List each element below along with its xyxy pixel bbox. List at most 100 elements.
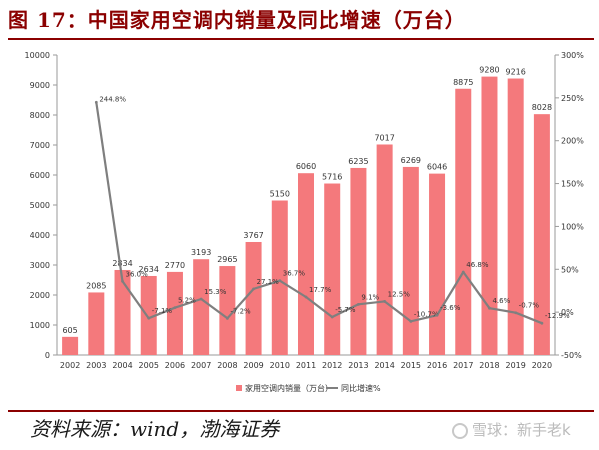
- right-axis-tick-label: -50%: [561, 351, 582, 360]
- growth-point: [304, 295, 308, 299]
- growth-point: [383, 300, 387, 303]
- growth-point: [409, 319, 413, 323]
- bar: [219, 266, 236, 355]
- growth-point: [147, 316, 151, 320]
- x-axis-tick-label: 2018: [479, 361, 499, 370]
- x-axis-tick-label: 2011: [296, 361, 316, 370]
- growth-line: [95, 102, 543, 325]
- left-axis-tick-label: 0: [45, 351, 50, 360]
- growth-value-label: 9.1%: [361, 293, 379, 301]
- legend-label-sales: 家用空调内销量（万台）: [245, 383, 333, 393]
- growth-value-label: 36.0%: [126, 270, 149, 278]
- growth-value-label: -10.7%: [414, 310, 439, 318]
- bar-value-label: 6060: [296, 162, 316, 171]
- x-axis-tick-label: 2017: [453, 361, 473, 370]
- x-axis-tick-label: 2005: [139, 361, 159, 370]
- left-axis-tick-label: 5000: [30, 201, 50, 210]
- figure-title: 图 17：中国家用空调内销量及同比增速（万台）: [8, 8, 466, 32]
- left-axis-tick-label: 4000: [30, 231, 50, 240]
- growth-point: [461, 270, 465, 274]
- growth-point: [514, 311, 518, 315]
- growth-value-label: 36.7%: [283, 270, 306, 278]
- right-axis-tick-label: 0%: [561, 308, 574, 317]
- x-axis-tick-label: 2020: [532, 361, 552, 370]
- x-axis-tick-label: 2014: [374, 361, 394, 370]
- left-axis-tick-label: 1000: [30, 321, 50, 330]
- bar-value-label: 2634: [139, 265, 159, 274]
- growth-value-label: 27.1%: [257, 278, 280, 286]
- right-axis-tick-label: 250%: [561, 94, 584, 103]
- growth-point: [540, 321, 544, 325]
- growth-value-label: -5.7%: [335, 306, 356, 314]
- bar: [271, 200, 288, 355]
- bar: [140, 275, 157, 355]
- watermark-text: 雪球：新手老k: [472, 421, 571, 439]
- source-note: 资料来源：wind，渤海证券: [30, 417, 280, 441]
- left-axis-tick-label: 2000: [30, 291, 50, 300]
- watermark: 雪球：新手老k: [452, 419, 571, 440]
- left-axis-tick-label: 6000: [30, 171, 50, 180]
- growth-value-label: -7.1%: [152, 307, 173, 315]
- x-axis-tick-label: 2016: [427, 361, 447, 370]
- bar-value-label: 9216: [506, 68, 526, 77]
- bar-value-label: 2965: [217, 255, 237, 264]
- growth-point: [225, 316, 229, 320]
- growth-point: [357, 302, 360, 306]
- bar: [402, 166, 419, 355]
- growth-value-label: 12.5%: [388, 290, 411, 298]
- source-divider: [8, 410, 594, 412]
- bar: [88, 292, 105, 355]
- bar: [481, 76, 498, 355]
- x-axis-tick-label: 2019: [506, 361, 526, 370]
- growth-value-label: -0.7%: [519, 302, 540, 310]
- bar-value-label: 8875: [453, 78, 473, 87]
- growth-point: [173, 306, 177, 310]
- right-axis-tick-label: 300%: [561, 51, 584, 60]
- x-axis-tick-label: 2006: [165, 361, 185, 370]
- left-axis-tick-label: 9000: [30, 81, 50, 90]
- bar-value-label: 3193: [191, 248, 211, 257]
- x-axis-tick-label: 2003: [86, 361, 106, 370]
- growth-point: [330, 315, 334, 319]
- legend-label-growth: 同比增速%: [341, 383, 381, 393]
- left-axis-tick-label: 8000: [30, 111, 50, 120]
- bar: [166, 271, 183, 355]
- x-axis-tick-label: 2007: [191, 361, 211, 370]
- growth-value-label: 15.3%: [204, 288, 227, 296]
- bar: [376, 144, 393, 355]
- bar-value-label: 2085: [86, 281, 106, 290]
- growth-point: [199, 297, 203, 301]
- x-axis-tick-label: 2009: [243, 361, 263, 370]
- x-axis-tick-label: 2012: [322, 361, 342, 370]
- bar: [533, 114, 550, 355]
- left-axis-tick-label: 3000: [30, 261, 50, 270]
- x-axis-tick-label: 2015: [401, 361, 421, 370]
- bar: [245, 241, 262, 355]
- growth-value-label: -12.9%: [545, 312, 570, 320]
- left-axis-tick-label: 7000: [30, 141, 50, 150]
- bar-value-label: 9280: [479, 66, 499, 75]
- growth-point: [94, 100, 98, 104]
- x-axis-tick-label: 2013: [348, 361, 368, 370]
- title-divider: [8, 38, 594, 40]
- bar-value-label: 5150: [270, 190, 290, 199]
- bar: [507, 78, 524, 356]
- growth-value-label: 244.8%: [99, 95, 126, 103]
- snowball-logo-icon: [452, 423, 468, 439]
- growth-point: [278, 279, 282, 283]
- growth-value-label: 5.2%: [178, 297, 196, 305]
- bar: [324, 183, 341, 355]
- growth-value-label: 17.7%: [309, 286, 332, 294]
- growth-value-label: -7.2%: [230, 307, 251, 315]
- bar: [62, 336, 79, 355]
- growth-point: [252, 287, 255, 291]
- bar-value-label: 5716: [322, 173, 342, 182]
- bar-value-label: 605: [62, 326, 77, 335]
- bar-value-label: 3767: [243, 231, 263, 240]
- bar: [298, 173, 314, 355]
- growth-point: [488, 306, 491, 310]
- bar-value-label: 2834: [112, 259, 132, 268]
- bar-value-label: 8028: [532, 103, 552, 112]
- bar: [429, 173, 446, 355]
